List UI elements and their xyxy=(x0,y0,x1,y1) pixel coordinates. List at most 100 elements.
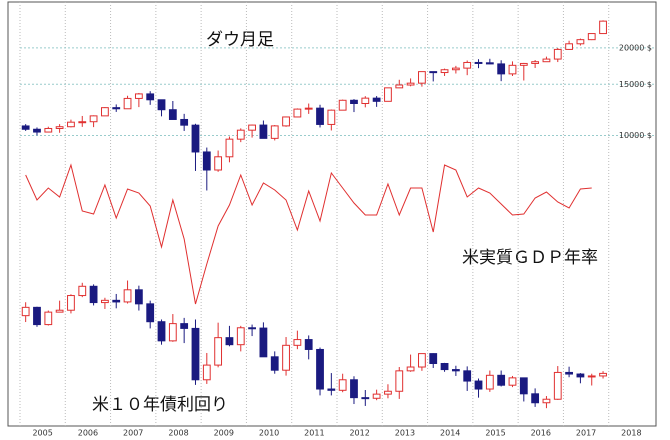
candle-body xyxy=(293,339,302,346)
candle-body xyxy=(576,39,585,45)
y-tick-label: 20000 $ xyxy=(619,43,652,52)
x-tick-label: 2016 xyxy=(531,429,551,438)
candle-body xyxy=(202,151,211,171)
candle-body xyxy=(429,71,438,74)
y-tick-label: 10000 $ xyxy=(619,131,652,140)
candle-body xyxy=(123,289,132,303)
frame xyxy=(7,1,657,427)
candle-body xyxy=(384,87,392,102)
candle-body xyxy=(33,306,41,326)
candle-body xyxy=(553,371,562,400)
candle-body xyxy=(474,61,483,64)
candle-body xyxy=(89,115,98,123)
candle-body xyxy=(304,107,313,110)
x-tick-label: 2011 xyxy=(304,429,324,438)
candle-body xyxy=(89,285,98,304)
candle-body xyxy=(191,327,200,381)
candle-body xyxy=(451,369,460,372)
candle-body xyxy=(350,379,358,399)
candle-body xyxy=(21,125,30,130)
candle-body xyxy=(429,353,438,365)
candle-body xyxy=(44,127,53,133)
candle-body xyxy=(248,124,256,131)
candle-body xyxy=(316,107,324,125)
candle-body xyxy=(463,61,472,69)
candle-body xyxy=(304,339,313,350)
candle-body xyxy=(384,390,392,395)
candle-body xyxy=(78,121,87,124)
candle-body xyxy=(542,398,551,404)
gdp-title: 米実質ＧＤＰ年率 xyxy=(462,248,598,268)
candle-body xyxy=(146,93,155,101)
candle-body xyxy=(508,64,517,75)
y-tick-label: 15000 $ xyxy=(619,80,652,89)
candle-body xyxy=(180,118,189,126)
candle-body xyxy=(112,299,121,303)
candle-body xyxy=(44,311,53,326)
candle-body xyxy=(157,99,166,111)
candle-body xyxy=(519,377,528,395)
x-tick-label: 2006 xyxy=(78,429,98,438)
candle-body xyxy=(55,309,64,313)
candle-body xyxy=(395,370,404,392)
candle-body xyxy=(180,323,189,329)
candle-body xyxy=(327,388,336,391)
candle-body xyxy=(406,82,415,86)
candle-body xyxy=(33,128,41,133)
candle-body xyxy=(508,377,517,386)
candle-body xyxy=(123,97,132,110)
candle-body xyxy=(542,58,551,63)
candle-body xyxy=(214,156,223,171)
candle-body xyxy=(553,48,562,60)
candle-body xyxy=(134,93,143,99)
x-tick-label: 2005 xyxy=(32,429,52,438)
candle-body xyxy=(282,344,290,371)
candle-body xyxy=(599,20,607,35)
x-tick-label: 2018 xyxy=(621,429,641,438)
candle-body xyxy=(587,375,596,378)
candle-body xyxy=(576,373,585,378)
candle-body xyxy=(565,43,573,50)
x-tick-label: 2015 xyxy=(485,429,505,438)
x-tick-label: 2017 xyxy=(576,429,596,438)
candle-body xyxy=(531,393,540,404)
candle-body xyxy=(372,393,381,399)
candle-body xyxy=(259,327,268,358)
gdp-line xyxy=(25,163,592,305)
candle-body xyxy=(361,397,370,400)
candle-body xyxy=(202,364,211,381)
candle-body xyxy=(67,121,75,128)
candle-body xyxy=(474,380,483,390)
candle-body xyxy=(485,374,494,390)
candle-body xyxy=(338,99,347,111)
candle-body xyxy=(67,295,75,311)
candle-body xyxy=(531,61,540,64)
candle-body xyxy=(248,327,256,330)
candle-body xyxy=(372,97,381,102)
candle-body xyxy=(55,126,64,129)
x-tick-label: 2009 xyxy=(214,429,234,438)
candle-body xyxy=(350,99,358,104)
candle-body xyxy=(395,84,404,89)
candle-body xyxy=(497,374,506,386)
x-tick-label: 2008 xyxy=(168,429,188,438)
candle-body xyxy=(157,321,166,342)
candle-body xyxy=(440,363,449,371)
candle-body xyxy=(78,285,87,297)
yield-title: 米１０年債利回り xyxy=(92,395,228,415)
dow-title: ダウ月足 xyxy=(206,30,274,50)
candle-body xyxy=(565,371,573,375)
candle-body xyxy=(168,109,177,120)
candle-body xyxy=(485,62,494,65)
candle-body xyxy=(225,138,234,158)
candle-body xyxy=(191,124,200,153)
candle-body xyxy=(463,370,472,382)
candle-body xyxy=(112,107,121,110)
x-tick-label: 2014 xyxy=(440,429,460,438)
x-tick-label: 2010 xyxy=(259,429,279,438)
candle-body xyxy=(236,327,245,346)
candle-body xyxy=(440,69,449,74)
candle-body xyxy=(101,299,109,304)
candle-body xyxy=(259,124,268,139)
